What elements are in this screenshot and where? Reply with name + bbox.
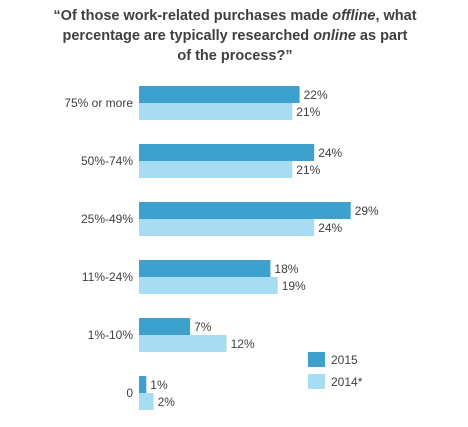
- data-label: 21%: [296, 163, 320, 177]
- data-label: 21%: [296, 105, 320, 119]
- bar-2015: [139, 144, 315, 161]
- title-line3: of the process?”: [177, 48, 293, 64]
- bar-2015: [139, 260, 271, 277]
- data-label: 24%: [318, 146, 342, 160]
- title-line2-emphasis: online: [313, 28, 356, 44]
- bar-2015: [139, 202, 351, 219]
- title-line2-a: percentage are typically researched: [62, 28, 314, 44]
- bar-2014: [139, 393, 154, 410]
- bar-2015: [139, 86, 300, 103]
- bar-2014: [139, 335, 227, 352]
- data-label: 18%: [274, 262, 298, 276]
- bar-2014: [139, 103, 293, 120]
- category-label: 50%-74%: [81, 154, 133, 168]
- category-label: 0: [126, 386, 133, 400]
- category-label: 25%-49%: [81, 212, 133, 226]
- data-label: 7%: [194, 320, 212, 334]
- data-label: 2%: [158, 395, 176, 409]
- bar-2014: [139, 219, 315, 236]
- data-label: 29%: [355, 204, 379, 218]
- legend-label: 2015: [331, 353, 358, 367]
- title-line1-b: , what: [375, 8, 417, 24]
- title-line1-a: “Of those work-related purchases made: [53, 8, 333, 24]
- title-line1-emphasis: offline: [332, 8, 376, 24]
- bar-2015: [139, 318, 191, 335]
- bar-2015: [139, 376, 147, 393]
- legend-swatch: [308, 374, 325, 389]
- chart-title: “Of those work-related purchases made of…: [6, 6, 464, 66]
- category-label: 1%-10%: [88, 328, 134, 342]
- legend-swatch: [308, 352, 325, 367]
- data-label: 19%: [282, 279, 306, 293]
- bar-2014: [139, 277, 278, 294]
- data-label: 24%: [318, 221, 342, 235]
- title-line2-b: as part: [355, 28, 408, 44]
- data-label: 22%: [304, 88, 328, 102]
- data-label: 1%: [150, 378, 168, 392]
- bar-2014: [139, 161, 293, 178]
- data-label: 12%: [231, 337, 255, 351]
- category-label: 75% or more: [64, 96, 133, 110]
- category-label: 11%-24%: [82, 270, 133, 284]
- legend-label: 2014*: [331, 375, 363, 389]
